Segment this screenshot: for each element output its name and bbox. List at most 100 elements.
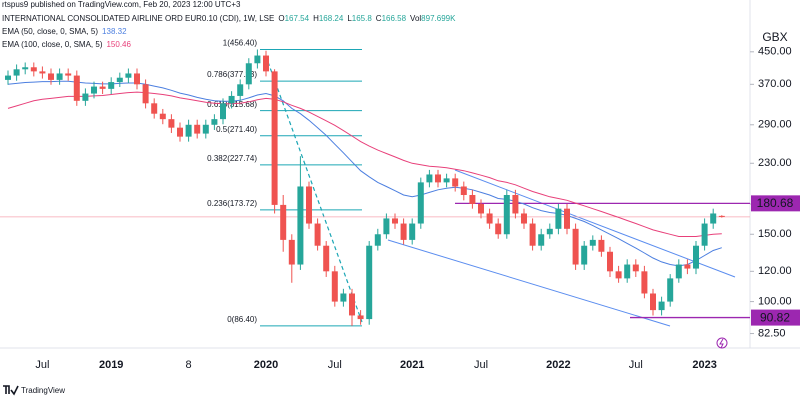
candle-body [357, 315, 364, 320]
published-note: rtspus9 published on TradingView.com, Fe… [2, 0, 241, 9]
candle-body [615, 271, 622, 279]
candle-body [693, 245, 699, 269]
candle-body [495, 223, 502, 235]
candle-body [151, 103, 158, 114]
fib-label: 0.618(315.68) [207, 100, 257, 109]
candle-body [529, 223, 536, 246]
fib-label: 0.786(377.23) [207, 70, 257, 79]
price-tag-label: 180.68 [757, 196, 794, 210]
candle-body [366, 245, 373, 320]
ema-line [7, 80, 722, 267]
candle-body [297, 186, 304, 265]
y-tick-label: 450.00 [758, 46, 792, 58]
candle-body [108, 82, 115, 89]
x-tick-label: Jul [474, 359, 488, 371]
ema-name: EMA (100, close, 0, SMA, 5) [2, 40, 103, 49]
candle-body [486, 213, 493, 224]
y-tick-label: 290.00 [758, 119, 792, 131]
candle-body [538, 234, 545, 246]
y-tick-label: 82.50 [758, 327, 786, 339]
candle-body [667, 278, 674, 302]
candle-body [400, 223, 407, 240]
currency-label: GBX [762, 30, 787, 44]
candle-body [288, 239, 295, 265]
candle-body [349, 293, 355, 316]
event-icon-bolt [719, 338, 724, 349]
candle-body [632, 264, 639, 272]
candle-body [220, 103, 226, 120]
candle-body [684, 264, 691, 269]
x-tick-label: 2022 [546, 359, 570, 371]
event-icon [716, 337, 728, 349]
ohlc-label: H [313, 14, 319, 23]
ema-value: 138.32 [102, 27, 127, 36]
candle-body [426, 174, 433, 183]
candle-body [598, 239, 605, 252]
candle-body [263, 55, 269, 72]
candle-body [417, 182, 424, 224]
candle-body [177, 127, 183, 137]
candle-body [469, 195, 476, 204]
x-tick-label: 2019 [99, 359, 123, 371]
fib-label: 0.5(271.40) [216, 125, 257, 134]
candle-body [314, 223, 321, 246]
y-tick-label: 100.00 [758, 296, 792, 308]
candle-body [675, 264, 682, 279]
candle-body [478, 203, 484, 214]
candle-body [280, 204, 287, 240]
candle-body [701, 223, 708, 246]
ema-legend: EMA (50, close, 0, SMA, 5) 138.32 [2, 27, 127, 36]
candle-body [48, 73, 54, 80]
candle-body [503, 195, 510, 235]
y-tick-label: 230.00 [758, 157, 792, 169]
title: INTERNATIONAL CONSOLIDATED AIRLINE ORD E… [2, 14, 274, 23]
candle-body [452, 178, 459, 187]
candle-body [521, 213, 527, 224]
ema-line [7, 91, 722, 237]
ohlc-value: 168.24 [319, 14, 344, 23]
candle-body [116, 77, 123, 83]
fib-label: 1(456.40) [223, 39, 258, 48]
candle-body [589, 239, 596, 246]
candle-body [409, 223, 416, 240]
candle-body [65, 73, 72, 76]
y-tick-label: 150.00 [758, 228, 792, 240]
candle-body [202, 124, 209, 134]
candle-body [211, 119, 218, 125]
ohlc-label: C [376, 14, 382, 23]
x-tick-label: Jul [328, 359, 342, 371]
x-tick-label: 2021 [400, 359, 424, 371]
candle-body [73, 75, 80, 101]
candle-body [443, 178, 450, 183]
logo-icon [3, 385, 19, 396]
ohlc-value: 166.58 [382, 14, 407, 23]
candle-body [710, 213, 717, 224]
candle-body [125, 73, 132, 78]
volume-label: Vol [410, 14, 421, 23]
ema-name: EMA (50, close, 0, SMA, 5) [2, 27, 98, 36]
candle-body [383, 218, 390, 235]
channel-lower [387, 239, 671, 327]
fib-label: 0.236(173.72) [207, 199, 257, 208]
header: rtspus9 published on TradingView.com, Fe… [2, 0, 456, 49]
candle-body [159, 113, 166, 120]
candle-body [39, 71, 46, 74]
candle-body [555, 208, 562, 229]
candle-body [22, 67, 29, 70]
candle-body [460, 186, 467, 196]
x-tick-label: Jul [35, 359, 49, 371]
candle-body [56, 73, 63, 80]
ema-legend: EMA (100, close, 0, SMA, 5) 150.46 [2, 40, 132, 49]
fib-label: 0(86.40) [227, 315, 257, 324]
fib-label: 0.382(227.74) [207, 154, 257, 163]
candle-body [546, 228, 553, 235]
candle-body [607, 251, 613, 272]
price-tag [751, 309, 800, 326]
candle-body [512, 195, 519, 214]
candle-body [5, 75, 11, 80]
candle-body [91, 86, 97, 94]
candle-body [13, 69, 20, 76]
candle-body [624, 264, 631, 279]
candle-body [194, 124, 201, 134]
